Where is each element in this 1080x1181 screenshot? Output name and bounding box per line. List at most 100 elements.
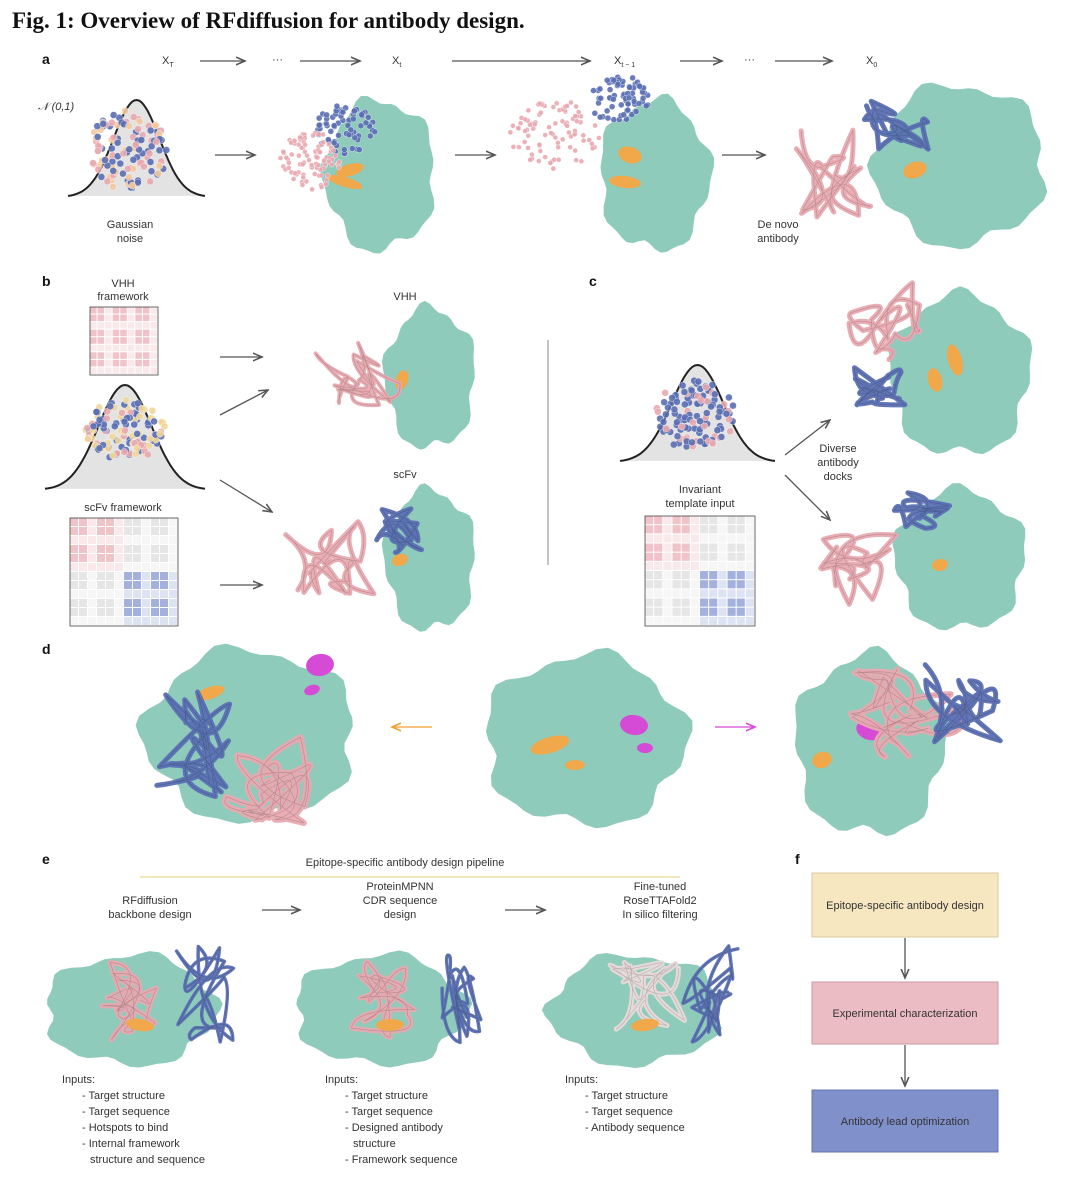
flow-text: Experimental characterization xyxy=(833,1008,978,1020)
matrix-cell xyxy=(124,581,132,589)
matrix-cell xyxy=(133,581,141,589)
atom xyxy=(568,99,574,106)
matrix-cell xyxy=(112,322,120,329)
step-title: RFdiffusion xyxy=(122,895,177,907)
atom xyxy=(92,408,101,416)
ribbon-edge xyxy=(102,962,157,1040)
atom xyxy=(673,418,681,426)
matrix-frame xyxy=(69,517,179,627)
matrix-cell xyxy=(654,561,663,570)
atom xyxy=(120,418,129,426)
atom xyxy=(109,183,117,191)
atom xyxy=(119,169,127,178)
arrow xyxy=(784,420,830,456)
atom xyxy=(148,407,157,415)
flow-text: Epitope-specific antibody design xyxy=(826,900,984,912)
atom xyxy=(135,117,144,126)
atom xyxy=(318,184,325,190)
gaussian-curve xyxy=(67,98,206,197)
atom xyxy=(542,132,548,138)
matrix-cell xyxy=(645,616,654,625)
atom xyxy=(553,100,560,107)
matrix-cell xyxy=(88,527,96,535)
matrix-cell xyxy=(700,552,709,561)
matrix-cell xyxy=(135,322,142,329)
matrix-cell xyxy=(70,563,78,571)
atom xyxy=(371,128,379,136)
protein-ribbon xyxy=(313,340,402,408)
atom xyxy=(689,418,697,427)
atom xyxy=(350,115,357,123)
matrix-cell xyxy=(120,352,127,359)
matrix-cell xyxy=(663,525,672,534)
matrix-cell xyxy=(142,322,150,329)
atom xyxy=(315,122,323,129)
atom xyxy=(365,114,372,121)
atom xyxy=(632,108,640,115)
protein-ribbon xyxy=(681,944,740,1044)
matrix-cell xyxy=(151,536,159,544)
matrix-cell xyxy=(127,307,135,314)
matrix-cell xyxy=(169,536,177,544)
atom xyxy=(610,76,618,84)
matrix-cell xyxy=(160,545,168,553)
atom xyxy=(323,111,330,119)
flow-text: Antibody lead optimization xyxy=(841,1116,969,1128)
matrix-cell xyxy=(654,525,663,534)
matrix-cell xyxy=(97,545,105,553)
atom xyxy=(130,420,138,429)
matrix-cell xyxy=(142,590,150,598)
matrix-cell xyxy=(681,534,690,543)
matrix-cell xyxy=(709,552,718,561)
atom xyxy=(131,141,140,149)
matrix-cell xyxy=(700,534,709,543)
matrix-cell xyxy=(160,554,168,562)
flow-box xyxy=(811,981,999,1045)
matrix-cell xyxy=(124,536,132,544)
atom xyxy=(121,426,129,435)
epitope xyxy=(392,553,408,567)
atom xyxy=(610,116,617,123)
caption: VHH xyxy=(111,278,134,290)
matrix-cell xyxy=(115,617,123,625)
epitope xyxy=(631,1018,659,1032)
atom xyxy=(525,133,531,139)
matrix-cell xyxy=(169,590,177,598)
epitope xyxy=(609,175,641,189)
atom xyxy=(333,102,341,110)
matrix-cell xyxy=(120,344,127,352)
atom xyxy=(620,111,627,118)
matrix-cell xyxy=(160,536,168,544)
matrix-cell xyxy=(151,581,159,589)
protein-ribbon xyxy=(861,98,931,152)
matrix-cell xyxy=(654,552,663,561)
atom xyxy=(596,85,604,93)
atom xyxy=(606,86,614,93)
atom xyxy=(94,165,103,174)
caption: framework xyxy=(97,291,149,303)
matrix-cell xyxy=(105,314,112,322)
atom xyxy=(147,167,156,175)
atom xyxy=(119,149,128,158)
atom xyxy=(573,103,579,110)
atom xyxy=(351,134,358,141)
atom xyxy=(574,118,580,124)
matrix-cell xyxy=(97,563,105,571)
atom xyxy=(551,156,557,163)
atom xyxy=(548,130,554,136)
atom xyxy=(559,136,566,143)
matrix-cell xyxy=(681,607,690,616)
atom xyxy=(308,162,315,168)
atom xyxy=(367,132,374,140)
atom xyxy=(320,139,326,146)
matrix-cell xyxy=(645,552,654,561)
atom xyxy=(124,165,132,173)
matrix-cell xyxy=(70,518,78,526)
subscript: t − 1 xyxy=(621,62,635,69)
atom xyxy=(547,160,554,166)
matrix-cell xyxy=(133,590,141,598)
matrix-cell xyxy=(654,543,663,552)
atom xyxy=(303,178,310,185)
panel-label: f xyxy=(795,851,800,867)
matrix-cell xyxy=(654,589,663,598)
